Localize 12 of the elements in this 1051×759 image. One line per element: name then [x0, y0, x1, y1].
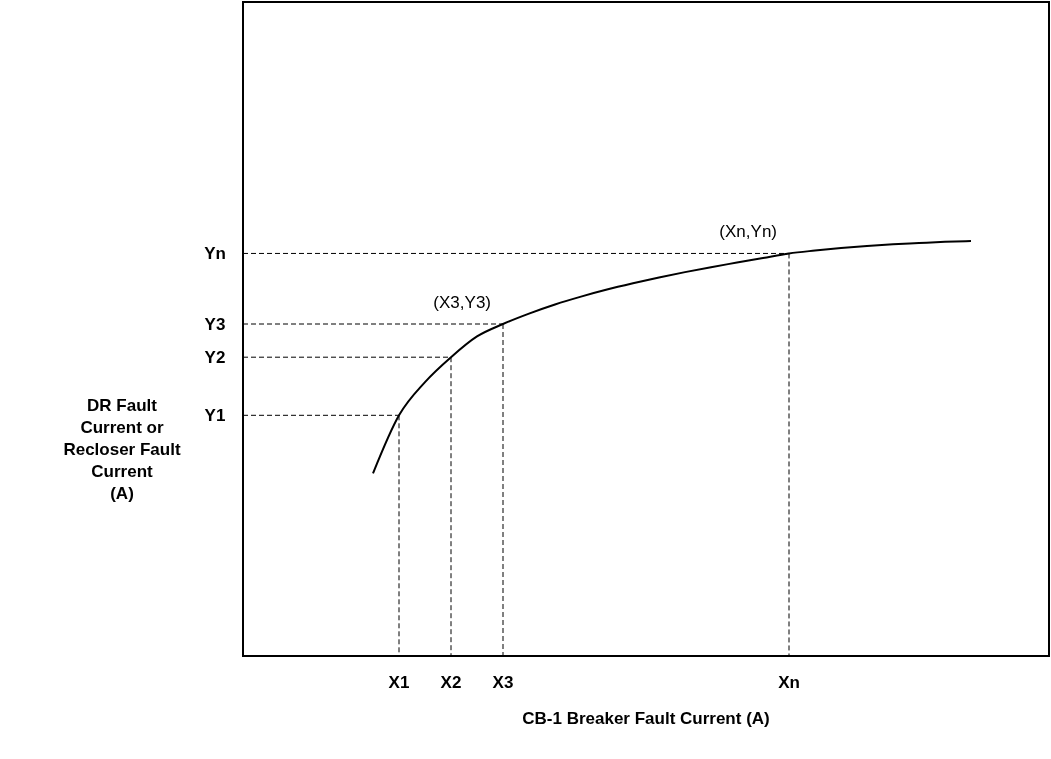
- annotation: (Xn,Yn): [719, 222, 777, 242]
- x-axis-title: CB-1 Breaker Fault Current (A): [522, 709, 770, 728]
- x-tick-label: Xn: [778, 673, 800, 692]
- x-tick-label: X1: [388, 673, 410, 692]
- y-axis-title: DR Fault Current or Recloser Fault Current (A): [63, 396, 181, 503]
- ref-line-label: Y3: [204, 314, 226, 334]
- ref-line-label: Yn: [204, 244, 226, 264]
- ref-line-label: Y2: [204, 348, 226, 368]
- x-tick-label: X3: [492, 673, 514, 692]
- annotation: (X3,Y3): [433, 293, 491, 312]
- x-tick-label: X2: [440, 673, 462, 692]
- ref-line-label: Y1: [204, 406, 226, 426]
